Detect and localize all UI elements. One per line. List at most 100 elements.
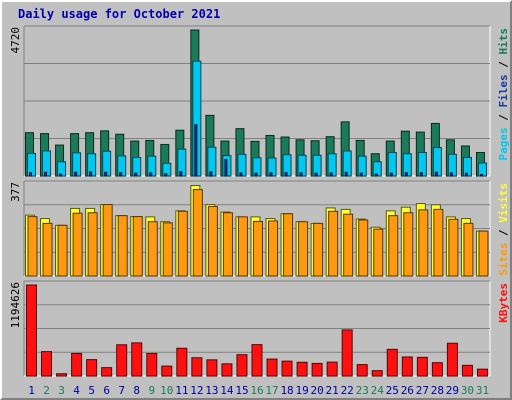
kbytes-bar-kbytes-day-1 (26, 284, 37, 377)
hits-files-pages-bar-pages-day-9 (149, 172, 153, 177)
visits-sites-bar-sites-day-24 (373, 228, 384, 277)
visits-sites-bar-sites-day-16 (252, 220, 263, 277)
hits-files-pages-bar-pages-day-13 (209, 171, 213, 177)
visits-sites-bar-sites-day-3 (57, 224, 68, 277)
panel-visits-sites-series-legend: Sites / Visits (497, 183, 510, 276)
hits-files-pages-bar-files-day-28 (432, 147, 442, 177)
kbytes-bar-kbytes-day-23 (356, 364, 368, 377)
visits-sites-bar-sites-day-31 (478, 230, 489, 277)
hits-files-pages-bar-pages-day-15 (239, 172, 243, 177)
legend-part-4: Hits (497, 28, 510, 55)
visits-sites-bar-sites-day-18 (283, 213, 294, 277)
x-tick-label-4: 4 (73, 384, 80, 397)
kbytes-bar-kbytes-day-12 (191, 357, 203, 377)
kbytes-bar-kbytes-day-14 (221, 363, 233, 377)
kbytes-bar-kbytes-day-9 (146, 352, 158, 377)
legend-part-0: KBytes (497, 283, 510, 323)
visits-sites-bar-sites-day-28 (433, 208, 444, 277)
x-tick-label-16: 16 (250, 384, 263, 397)
panel-kbytes-ymax-label: 1194626 (9, 282, 22, 328)
visits-sites-bar-sites-day-30 (463, 222, 474, 277)
visits-sites-bar-sites-day-4 (72, 212, 83, 277)
kbytes-bar-kbytes-day-6 (101, 367, 113, 377)
hits-files-pages-bar-pages-day-29 (449, 172, 453, 177)
visits-sites-bar-sites-day-22 (343, 213, 354, 277)
visits-sites-bar-sites-day-11 (177, 210, 188, 277)
visits-sites-bar-sites-day-23 (358, 219, 369, 277)
panel-hits-files-pages-series-legend: Pages / Files / Hits (497, 28, 510, 161)
x-tick-label-22: 22 (341, 384, 354, 397)
legend-part-1: / (497, 108, 510, 128)
x-tick-label-14: 14 (220, 384, 234, 397)
x-tick-label-5: 5 (88, 384, 95, 397)
x-tick-label-10: 10 (160, 384, 173, 397)
legend-part-2: Visits (497, 183, 510, 223)
visits-sites-bar-sites-day-29 (448, 218, 459, 277)
hits-files-pages-bar-pages-day-12 (194, 124, 198, 177)
visits-sites-bar-sites-day-7 (117, 215, 128, 277)
x-tick-label-21: 21 (326, 384, 339, 397)
visits-sites-bar-sites-day-15 (237, 216, 248, 277)
panel-hits-files-pages-ymax-label: 4720 (9, 27, 22, 54)
visits-sites-bar-sites-day-25 (388, 215, 399, 277)
kbytes-bar-kbytes-day-7 (116, 344, 128, 377)
hits-files-pages-bar-pages-day-11 (179, 171, 183, 177)
legend-part-2: Files (497, 74, 510, 107)
visits-sites-bar-sites-day-1 (27, 216, 38, 277)
legend-part-0: Sites (497, 243, 510, 276)
kbytes-bar-kbytes-day-31 (476, 368, 488, 377)
kbytes-bar-kbytes-day-16 (251, 344, 263, 377)
hits-files-pages-bar-pages-day-24 (374, 173, 378, 177)
hits-files-pages-bar-pages-day-14 (224, 159, 228, 177)
kbytes-bar-kbytes-day-4 (71, 352, 83, 377)
hits-files-pages-bar-pages-day-5 (89, 171, 93, 177)
x-tick-label-11: 11 (175, 384, 188, 397)
visits-sites-bar-sites-day-5 (87, 212, 98, 277)
hits-files-pages-bar-pages-day-3 (59, 173, 63, 177)
kbytes-bar-kbytes-day-20 (311, 362, 323, 377)
kbytes-bar-kbytes-day-2 (41, 351, 53, 377)
kbytes-bar-kbytes-day-18 (281, 360, 293, 377)
visits-sites-bar-sites-day-21 (328, 210, 339, 277)
kbytes-bar-kbytes-day-19 (296, 361, 308, 377)
kbytes-bar-kbytes-day-21 (326, 361, 338, 377)
hits-files-pages-bar-pages-day-20 (314, 172, 318, 177)
visits-sites-bar-sites-day-19 (298, 221, 309, 277)
kbytes-bar-kbytes-day-3 (56, 373, 68, 377)
visits-sites-bar-sites-day-10 (162, 222, 173, 277)
x-tick-label-20: 20 (311, 384, 324, 397)
hits-files-pages-bar-pages-day-8 (134, 172, 138, 177)
hits-files-pages-bar-files-day-25 (387, 151, 397, 177)
x-tick-label-31: 31 (476, 384, 489, 397)
visits-sites-bar-sites-day-9 (147, 221, 158, 277)
visits-sites-bar-sites-day-6 (102, 204, 113, 277)
legend-part-1: / (497, 223, 510, 243)
kbytes-bar-kbytes-day-5 (86, 359, 98, 377)
x-tick-label-18: 18 (280, 384, 293, 397)
x-tick-label-7: 7 (118, 384, 125, 397)
x-tick-label-24: 24 (371, 384, 385, 397)
kbytes-bar-kbytes-day-26 (401, 356, 413, 377)
hits-files-pages-bar-pages-day-16 (254, 172, 258, 177)
legend-part-3: / (497, 55, 510, 75)
hits-files-pages-bar-pages-day-2 (44, 171, 48, 177)
x-tick-label-9: 9 (148, 384, 155, 397)
kbytes-bar-kbytes-day-24 (371, 370, 383, 377)
kbytes-bar-kbytes-day-25 (386, 348, 398, 377)
kbytes-bar-kbytes-day-17 (266, 358, 278, 377)
x-tick-label-26: 26 (401, 384, 414, 397)
visits-sites-bar-sites-day-26 (403, 212, 414, 277)
hits-files-pages-bar-pages-day-26 (404, 172, 408, 177)
visits-sites-bar-sites-day-20 (313, 222, 324, 277)
hits-files-pages-bar-pages-day-21 (329, 172, 333, 177)
hits-files-pages-bar-pages-day-10 (164, 173, 168, 177)
x-tick-label-6: 6 (103, 384, 110, 397)
kbytes-bar-kbytes-day-11 (176, 347, 188, 377)
x-tick-label-27: 27 (416, 384, 429, 397)
hits-files-pages-bar-pages-day-17 (269, 172, 273, 177)
hits-files-pages-bar-pages-day-1 (29, 172, 32, 177)
kbytes-bar-kbytes-day-15 (236, 354, 248, 377)
hits-files-pages-bar-pages-day-22 (344, 171, 348, 177)
kbytes-bar-kbytes-day-13 (206, 359, 218, 377)
x-tick-label-13: 13 (205, 384, 218, 397)
